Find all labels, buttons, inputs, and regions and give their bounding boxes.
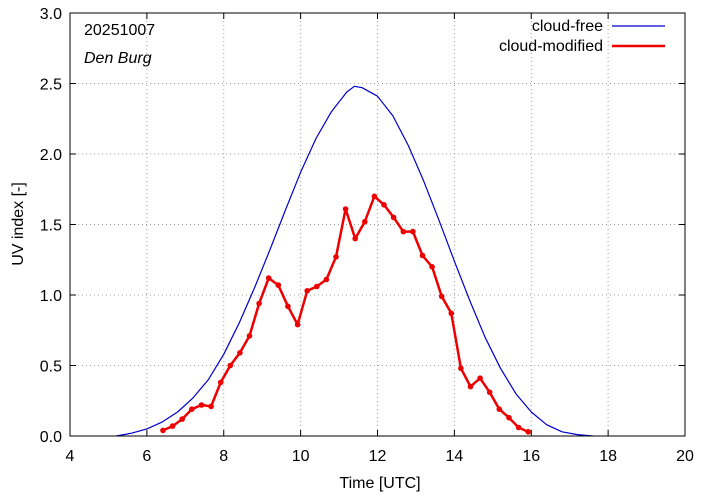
y-tick-label: 2.5 — [40, 77, 62, 94]
y-tick-label: 0.5 — [40, 359, 62, 376]
y-axis-label: UV index [-] — [10, 182, 27, 266]
data-point-cloud-modified — [496, 406, 503, 413]
data-point-cloud-modified — [275, 282, 282, 288]
data-point-cloud-modified — [390, 214, 397, 221]
x-tick-label: 6 — [142, 448, 151, 465]
data-point-cloud-modified — [525, 429, 531, 435]
data-point-cloud-modified — [208, 403, 214, 410]
data-point-cloud-modified — [438, 293, 445, 300]
x-axis-label: Time [UTC] — [339, 475, 420, 492]
y-tick-label: 3.0 — [40, 6, 62, 23]
data-point-cloud-modified — [160, 427, 166, 434]
y-tick-label: 1.5 — [40, 218, 62, 235]
tick-layer: 4 6 8 10 12 14 16 18 20 0.0 0.5 1.0 1.5 2.0 2.5 3.0 — [40, 6, 694, 465]
data-point-cloud-modified — [362, 218, 368, 225]
y-tick-label: 2.0 — [40, 147, 62, 164]
y-tick-label: 1.0 — [40, 288, 62, 305]
data-point-cloud-modified — [294, 321, 301, 328]
legend-label-cloud-free: cloud-free — [532, 18, 603, 35]
data-point-cloud-modified — [381, 202, 387, 208]
data-point-cloud-modified — [314, 283, 320, 290]
x-tick-label: 8 — [219, 448, 228, 465]
data-point-cloud-modified — [515, 424, 522, 431]
data-point-cloud-modified — [506, 414, 512, 421]
data-point-cloud-modified — [169, 423, 176, 429]
legend: cloud-free cloud-modified — [499, 18, 665, 55]
data-point-cloud-modified — [285, 303, 291, 310]
data-point-cloud-modified — [237, 350, 243, 356]
chart-subtitle: Den Burg — [84, 50, 152, 67]
legend-label-cloud-modified: cloud-modified — [499, 38, 603, 55]
data-point-cloud-modified — [486, 389, 493, 396]
data-point-cloud-modified — [246, 333, 253, 339]
data-point-cloud-modified — [189, 406, 195, 413]
data-point-cloud-modified — [429, 264, 435, 270]
data-point-cloud-modified — [304, 288, 311, 294]
x-tick-label: 12 — [369, 448, 387, 465]
data-point-cloud-modified — [419, 252, 426, 259]
plot-frame — [69, 12, 686, 437]
data-point-cloud-modified — [352, 235, 359, 242]
x-tick-label: 10 — [292, 448, 310, 465]
data-point-cloud-modified — [323, 276, 330, 283]
data-point-cloud-modified — [342, 206, 349, 212]
data-point-cloud-modified — [227, 362, 234, 369]
data-point-cloud-modified — [217, 379, 224, 386]
series-line-cloud-free — [115, 85, 593, 437]
data-point-cloud-modified — [477, 375, 483, 382]
data-point-cloud-modified — [265, 275, 272, 281]
data-point-cloud-modified — [179, 416, 185, 422]
x-tick-label: 4 — [66, 448, 75, 465]
grid-layer — [70, 13, 685, 436]
data-point-cloud-modified — [448, 310, 455, 317]
data-point-cloud-modified — [256, 300, 262, 307]
data-point-cloud-modified — [333, 254, 339, 260]
x-tick-label: 14 — [445, 448, 463, 465]
x-tick-label: 16 — [522, 448, 540, 465]
x-tick-label: 20 — [676, 448, 694, 465]
series-layer — [115, 85, 593, 437]
data-point-cloud-modified — [410, 228, 416, 235]
data-point-cloud-modified — [467, 383, 474, 390]
series-line-cloud-modified — [162, 195, 529, 433]
data-point-cloud-modified — [371, 193, 378, 200]
data-point-cloud-modified — [400, 228, 407, 235]
y-tick-label: 0.0 — [40, 429, 62, 446]
data-point-cloud-modified — [458, 365, 464, 372]
data-point-cloud-modified — [198, 402, 205, 408]
chart-title: 20251007 — [84, 22, 155, 39]
x-tick-label: 18 — [599, 448, 617, 465]
